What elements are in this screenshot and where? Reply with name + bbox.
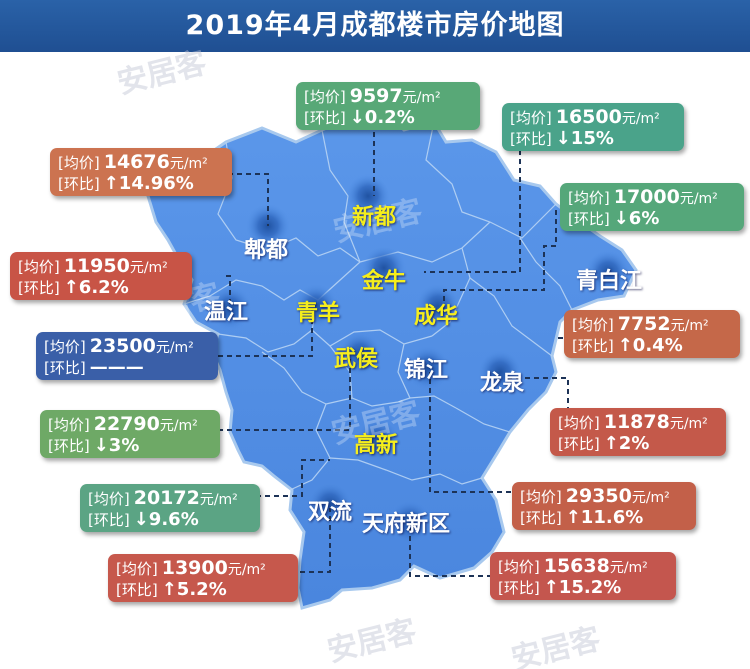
district-label-jinniu: 金牛 (362, 269, 407, 294)
avg-price: 14676 (103, 151, 170, 173)
district-label-tianfu: 天府新区 (362, 512, 451, 537)
district-label-qingyang: 青羊 (296, 301, 341, 326)
avg-label: [均价] (18, 258, 60, 276)
change-label: [环比] (48, 437, 90, 455)
avg-price: 23500 (89, 335, 156, 357)
avg-price: 9597 (349, 85, 403, 107)
district-dots (208, 174, 630, 544)
avg-label: [均价] (304, 88, 346, 106)
change-label: [环比] (58, 175, 100, 193)
mom-change: ↓15% (555, 128, 614, 149)
mom-change: ↑0.4% (617, 335, 683, 356)
avg-label: [均价] (498, 558, 540, 576)
price-unit: 元/m² (155, 340, 194, 356)
change-label: [环比] (498, 579, 540, 597)
price-card-gaoxin: [均价] 13900元/m² [环比] ↑5.2% (108, 554, 298, 602)
avg-label: [均价] (58, 154, 100, 172)
avg-label: [均价] (44, 338, 86, 356)
price-unit: 元/m² (402, 90, 441, 106)
price-card-chenghua: [均价] 29350元/m² [环比] ↑11.6% (512, 482, 696, 530)
price-unit: 元/m² (670, 318, 709, 334)
avg-price: 22790 (93, 413, 160, 435)
price-card-wenjiang: [均价] 11950元/m² [环比] ↑6.2% (10, 252, 192, 300)
change-label: [环比] (304, 109, 346, 127)
district-label-wuhou: 武侯 (334, 347, 379, 372)
district-label-wenjiang: 温江 (204, 300, 249, 325)
district-label-xindu: 新都 (352, 205, 397, 230)
district-label-shuangliu: 双流 (308, 500, 353, 525)
mom-change: ↑2% (603, 433, 650, 454)
price-unit: 元/m² (621, 111, 660, 127)
price-card-qingyang: [均价] 23500元/m² [环比] ——— (36, 332, 218, 380)
avg-price: 29350 (565, 485, 632, 507)
district-label-jinjiang: 锦江 (404, 358, 449, 383)
change-label: [环比] (568, 210, 610, 228)
avg-price: 13900 (161, 557, 228, 579)
district-label-longquan: 龙泉 (480, 371, 525, 396)
avg-label: [均价] (116, 560, 158, 578)
price-card-tianfu: [均价] 15638元/m² [环比] ↑15.2% (490, 552, 676, 600)
avg-label: [均价] (88, 490, 130, 508)
mom-change: ↑6.2% (63, 277, 129, 298)
mom-change: ↓6% (613, 208, 660, 229)
avg-label: [均价] (510, 109, 552, 127)
avg-label: [均价] (568, 189, 610, 207)
mom-change: ↑11.6% (565, 507, 644, 528)
change-label: [环比] (88, 511, 130, 529)
avg-price: 17000 (613, 186, 680, 208)
price-card-shuangliu: [均价] 20172元/m² [环比] ↓9.6% (80, 484, 260, 532)
mom-change: ↑15.2% (543, 577, 622, 598)
price-card-longquan: [均价] 7752元/m² [环比] ↑0.4% (564, 310, 740, 358)
leader-lines (218, 132, 572, 577)
district-label-chenghua: 成华 (414, 304, 459, 329)
avg-price: 15638 (543, 555, 610, 577)
price-unit: 元/m² (609, 560, 648, 576)
mom-change: ——— (89, 357, 144, 378)
price-card-xindu-east: [均价] 16500元/m² [环比] ↓15% (502, 103, 684, 151)
price-unit: 元/m² (159, 418, 198, 434)
price-card-qingbaijiang: [均价] 17000元/m² [环比] ↓6% (560, 183, 744, 231)
avg-label: [均价] (48, 416, 90, 434)
price-unit: 元/m² (199, 492, 238, 508)
price-card-xindu: [均价] 9597元/m² [环比] ↓0.2% (296, 82, 480, 130)
change-label: [环比] (558, 435, 600, 453)
price-card-wuhou: [均价] 22790元/m² [环比] ↓3% (40, 410, 220, 458)
change-label: [环比] (116, 581, 158, 599)
avg-label: [均价] (558, 414, 600, 432)
avg-price: 7752 (617, 313, 671, 335)
avg-price: 20172 (133, 487, 200, 509)
change-label: [环比] (572, 337, 614, 355)
price-unit: 元/m² (169, 156, 208, 172)
price-card-jinjiang: [均价] 11878元/m² [环比] ↑2% (550, 408, 726, 456)
avg-price: 16500 (555, 106, 622, 128)
change-label: [环比] (510, 130, 552, 148)
price-card-pidu: [均价] 14676元/m² [环比] ↑14.96% (50, 148, 232, 196)
mom-change: ↓9.6% (133, 509, 199, 530)
avg-label: [均价] (572, 316, 614, 334)
change-label: [环比] (18, 279, 60, 297)
price-unit: 元/m² (129, 260, 168, 276)
mom-change: ↓3% (93, 435, 140, 456)
district-label-gaoxin: 高新 (354, 433, 399, 458)
mom-change: ↓0.2% (349, 107, 415, 128)
avg-label: [均价] (520, 488, 562, 506)
avg-price: 11950 (63, 255, 130, 277)
price-unit: 元/m² (669, 416, 708, 432)
district-label-pidu: 郫都 (244, 238, 289, 263)
district-label-qingbaijiang: 青白江 (576, 269, 643, 294)
mom-change: ↑5.2% (161, 579, 227, 600)
title-bar: 2019年4月成都楼市房价地图 (0, 0, 750, 52)
price-unit: 元/m² (679, 191, 718, 207)
price-unit: 元/m² (227, 562, 266, 578)
change-label: [环比] (520, 509, 562, 527)
avg-price: 11878 (603, 411, 670, 433)
price-unit: 元/m² (631, 490, 670, 506)
map-title: 2019年4月成都楼市房价地图 (185, 10, 565, 41)
mom-change: ↑14.96% (103, 173, 194, 194)
change-label: [环比] (44, 359, 86, 377)
